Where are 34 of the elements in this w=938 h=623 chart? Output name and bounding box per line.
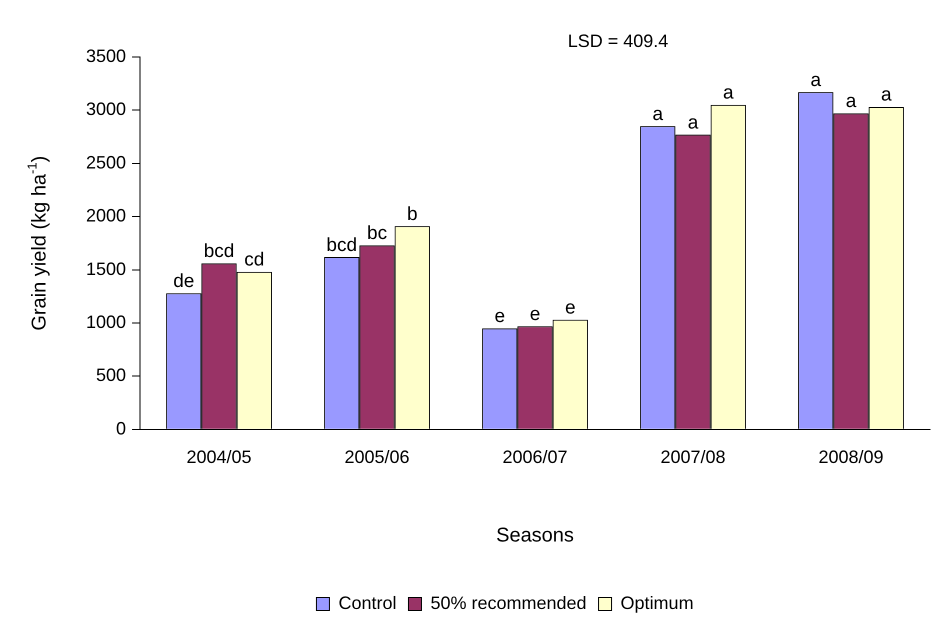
data-label: bcd (204, 241, 234, 262)
x-tick-label: 2006/07 (502, 447, 568, 468)
data-label: e (565, 298, 576, 319)
legend-label: 50% recommended (430, 592, 587, 613)
data-label: de (173, 270, 194, 292)
data-label: a (810, 70, 822, 91)
y-tick-label: 3000 (86, 99, 126, 120)
y-tick-label: 500 (96, 365, 126, 386)
data-label: b (407, 204, 418, 225)
data-label: a (688, 112, 699, 134)
data-label: a (723, 82, 734, 104)
data-label: a (846, 91, 857, 112)
legend-label: Optimum (620, 592, 694, 613)
y-tick-label: 3500 (86, 46, 126, 66)
text: LSD = 409.4 (568, 30, 668, 51)
data-label: a (652, 104, 664, 125)
y-tick-label: 1000 (86, 312, 126, 332)
y-tick-label: 1500 (86, 258, 126, 279)
x-tick-label: 2005/06 (344, 447, 410, 468)
data-label: e (494, 306, 506, 328)
data-label: cd (244, 250, 264, 271)
x-axis-title: Seasons (496, 524, 574, 547)
data-label: bcd (326, 234, 358, 256)
y-axis-title: Grain yield (kg ha-1) (24, 156, 51, 331)
data-label: a (881, 84, 892, 106)
y-tick-label: 0 (116, 418, 126, 438)
y-tick-label: 2500 (86, 152, 126, 172)
y-tick-label: 2000 (86, 206, 126, 226)
x-tick-label: 2007/08 (660, 447, 726, 468)
x-tick-label: 2004/05 (186, 447, 252, 468)
x-tick-label: 2008/09 (818, 447, 884, 468)
data-label: bc (366, 223, 388, 244)
data-label: e (530, 304, 540, 325)
legend-label: Control (338, 592, 396, 613)
